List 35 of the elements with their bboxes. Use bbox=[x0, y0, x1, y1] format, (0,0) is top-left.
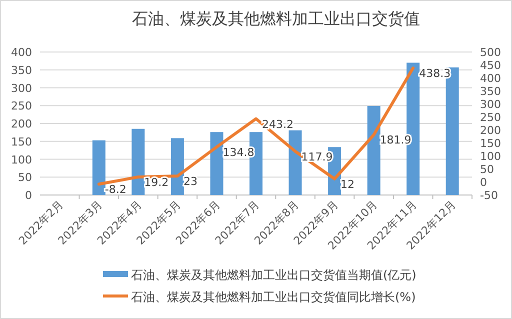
line-series bbox=[97, 66, 415, 186]
y-tick-label: 400 bbox=[11, 46, 32, 59]
y2-tick-label: 150 bbox=[480, 137, 501, 150]
y-tick-label: 250 bbox=[11, 100, 32, 113]
bar bbox=[132, 128, 145, 195]
data-label: 12 bbox=[340, 178, 355, 191]
y2-tick-label: 500 bbox=[480, 46, 501, 59]
y2-tick-label: 300 bbox=[480, 98, 501, 111]
y2-tick-label: 350 bbox=[480, 85, 501, 98]
y2-tick-label: 100 bbox=[480, 150, 501, 163]
y2-tick-label: 0 bbox=[480, 176, 487, 189]
y-tick-label: 300 bbox=[11, 82, 32, 95]
y-tick-label: 100 bbox=[11, 153, 32, 166]
y2-tick-label: 50 bbox=[480, 163, 494, 176]
bar bbox=[210, 132, 224, 195]
y-tick-label: 200 bbox=[11, 118, 32, 130]
y-tick-label: 50 bbox=[18, 171, 32, 184]
bar bbox=[170, 138, 184, 195]
y-tick-label: 150 bbox=[11, 135, 32, 148]
y2-tick-label: 200 bbox=[480, 124, 501, 137]
y2-tick-label: 450 bbox=[480, 59, 501, 72]
y-tick-label: 0 bbox=[25, 189, 32, 202]
bar bbox=[367, 106, 380, 195]
data-label: 19.2 bbox=[144, 176, 169, 190]
y2-tick-label: -50 bbox=[480, 189, 498, 202]
y2-tick-label: 400 bbox=[480, 72, 501, 85]
legend-label: 石油、煤炭及其他燃料加工业出口交货值同比增长(%) bbox=[131, 290, 416, 304]
legend-label: 石油、煤炭及其他燃料加工业出口交货值当期值(亿元) bbox=[131, 268, 416, 282]
y-tick-label: 350 bbox=[11, 64, 32, 77]
chart-title: 石油、煤炭及其他燃料加工业出口交货值 bbox=[132, 9, 420, 28]
bar bbox=[288, 130, 302, 195]
data-label: 23 bbox=[183, 175, 198, 188]
data-label: -8.2 bbox=[104, 183, 126, 196]
y2-tick-label: 250 bbox=[480, 111, 501, 124]
bar bbox=[92, 140, 106, 195]
